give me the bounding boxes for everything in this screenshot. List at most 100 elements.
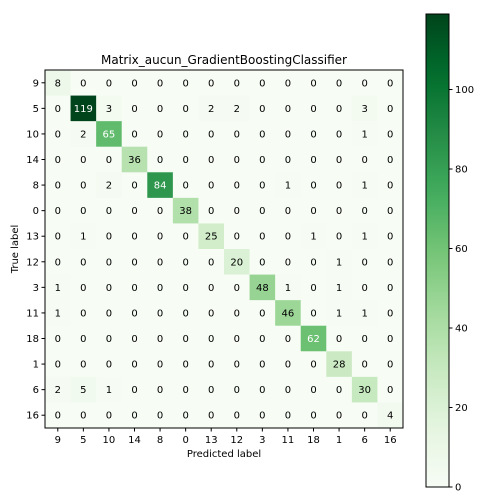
cell-value-label: 0	[310, 283, 316, 294]
heatmap-cell	[198, 70, 225, 97]
heatmap-cell	[147, 70, 174, 97]
heatmap-cell	[224, 70, 251, 97]
cell-value-label: 0	[285, 206, 291, 217]
cell-value-label: 0	[234, 308, 240, 319]
cell-value-label: 0	[55, 232, 61, 243]
cell-value-label: 0	[80, 181, 86, 192]
colorbar-tick-label: 0	[455, 483, 461, 494]
heatmap-cell	[249, 325, 276, 352]
heatmap-cell	[377, 376, 404, 403]
cell-value-label: 0	[234, 181, 240, 192]
heatmap-cell	[224, 249, 251, 276]
cell-value-label: 0	[259, 257, 265, 268]
heatmap-cell	[172, 95, 199, 122]
cell-value-label: 0	[285, 257, 291, 268]
heatmap-cell	[198, 121, 225, 148]
cell-value-label: 0	[182, 385, 188, 396]
heatmap-cell	[326, 197, 353, 224]
heatmap-cell	[147, 325, 174, 352]
x-tick-label: 10	[103, 435, 116, 446]
cell-value-label: 0	[234, 385, 240, 396]
cell-value-label: 0	[387, 181, 393, 192]
x-tick-label: 6	[361, 435, 367, 446]
cell-value-label: 3	[106, 104, 112, 115]
cell-value-label: 0	[259, 78, 265, 89]
cell-value-label: 0	[234, 206, 240, 217]
cell-value-label: 0	[157, 104, 163, 115]
heatmap-cell	[224, 146, 251, 173]
cell-value-label: 4	[387, 411, 393, 422]
heatmap-cell	[300, 70, 327, 97]
cell-value-label: 1	[55, 283, 61, 294]
heatmap-cell	[45, 121, 72, 148]
cell-value-label: 0	[182, 232, 188, 243]
cell-value-label: 0	[131, 129, 137, 140]
cell-value-label: 0	[131, 283, 137, 294]
heatmap-cell	[326, 172, 353, 199]
heatmap-cell	[70, 121, 97, 148]
cell-value-label: 0	[259, 206, 265, 217]
heatmap-cell	[70, 274, 97, 301]
heatmap-cell	[351, 197, 378, 224]
heatmap-cell	[121, 351, 148, 378]
heatmap-cell	[70, 300, 97, 327]
cell-value-label: 0	[310, 411, 316, 422]
y-tick-label: 0	[33, 206, 39, 217]
heatmap-cell	[351, 70, 378, 97]
cell-value-label: 0	[387, 308, 393, 319]
heatmap-cell	[224, 402, 251, 429]
cell-value-label: 0	[234, 155, 240, 166]
cell-value-label: 0	[157, 411, 163, 422]
cell-value-label: 0	[285, 78, 291, 89]
cell-value-label: 0	[106, 334, 112, 345]
cell-value-label: 0	[182, 283, 188, 294]
heatmap-cell	[300, 146, 327, 173]
cell-value-label: 0	[387, 232, 393, 243]
heatmap-cell	[326, 223, 353, 250]
cell-value-label: 0	[55, 206, 61, 217]
cell-value-label: 0	[55, 411, 61, 422]
cell-value-label: 2	[208, 104, 214, 115]
cell-value-label: 0	[80, 78, 86, 89]
heatmap-cell	[249, 70, 276, 97]
cell-value-label: 0	[234, 78, 240, 89]
cell-value-label: 1	[361, 129, 367, 140]
cell-value-label: 1	[285, 181, 291, 192]
heatmap-cell	[249, 274, 276, 301]
cell-value-label: 0	[131, 78, 137, 89]
heatmap-cell	[377, 325, 404, 352]
heatmap-cell	[198, 351, 225, 378]
cell-value-label: 0	[336, 206, 342, 217]
heatmap-cell	[326, 325, 353, 352]
cell-value-label: 1	[336, 283, 342, 294]
heatmap-cell	[172, 197, 199, 224]
heatmap-cell	[377, 274, 404, 301]
heatmap-cell	[351, 402, 378, 429]
cell-value-label: 0	[157, 78, 163, 89]
heatmap-cell	[70, 95, 97, 122]
x-tick-label: 0	[182, 435, 188, 446]
heatmap-cell	[96, 197, 123, 224]
cell-value-label: 46	[282, 308, 295, 319]
cell-value-label: 0	[336, 232, 342, 243]
cell-value-label: 8	[55, 78, 61, 89]
colorbar-tick-label: 80	[455, 165, 468, 176]
cell-value-label: 25	[205, 232, 218, 243]
heatmap-cell	[275, 249, 302, 276]
heatmap-cell	[377, 402, 404, 429]
cell-value-label: 0	[285, 104, 291, 115]
heatmap-cell	[147, 121, 174, 148]
heatmap-cell	[147, 402, 174, 429]
heatmap-cell	[224, 325, 251, 352]
heatmap-cell	[300, 325, 327, 352]
cell-value-label: 0	[336, 385, 342, 396]
heatmap-cell	[198, 325, 225, 352]
heatmap-cell	[275, 325, 302, 352]
cell-value-label: 0	[131, 257, 137, 268]
heatmap-cell	[224, 223, 251, 250]
cell-value-label: 0	[106, 283, 112, 294]
heatmap-cell	[198, 376, 225, 403]
heatmap-cell	[275, 300, 302, 327]
colorbar-tick-label: 60	[455, 244, 468, 255]
cell-value-label: 0	[361, 257, 367, 268]
